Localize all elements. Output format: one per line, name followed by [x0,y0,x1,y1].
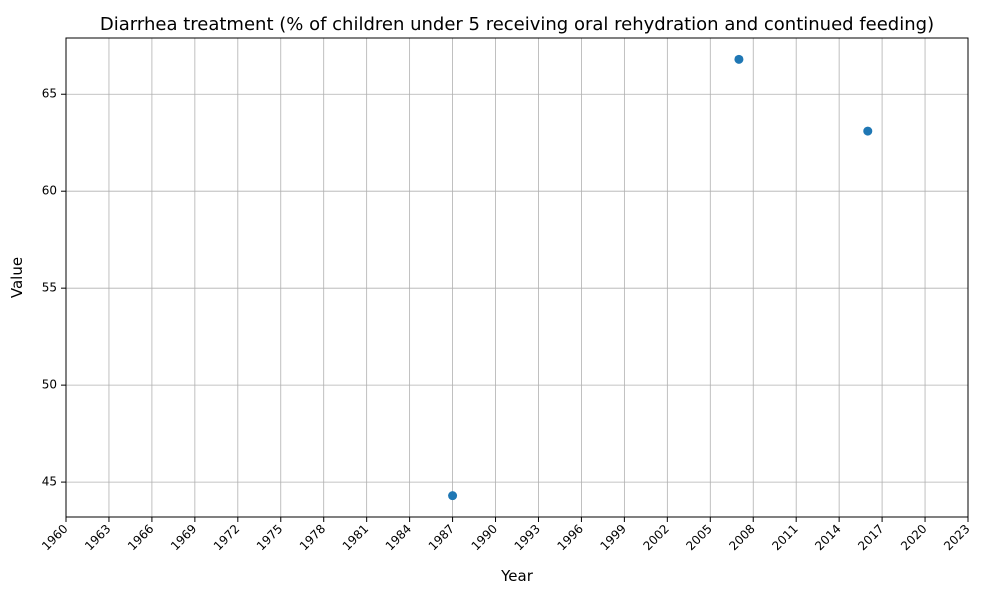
y-axis-label: Value [8,257,26,298]
data-point [863,126,873,136]
y-tick-label: 65 [42,87,57,101]
y-tick-label: 45 [42,475,57,489]
y-tick-label: 50 [42,378,57,392]
x-axis-label: Year [500,567,534,585]
y-tick-label: 55 [42,281,57,295]
data-points [448,54,873,501]
y-axis-ticks: 45 50 55 60 65 [42,87,66,489]
data-point [734,54,744,64]
plot-frame [65,37,969,518]
chart-title: Diarrhea treatment (% of children under … [100,14,934,35]
data-point [448,491,458,501]
y-tick-label: 60 [42,184,57,198]
grid [65,38,969,517]
